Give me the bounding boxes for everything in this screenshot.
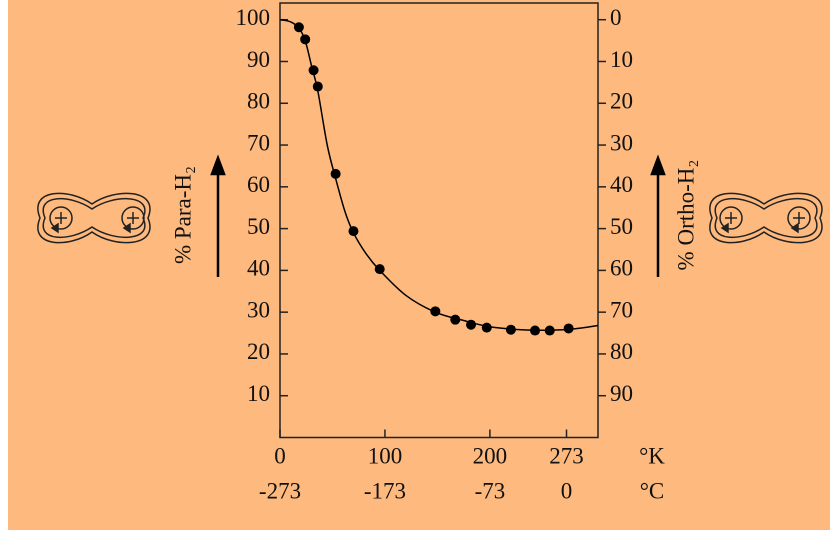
- x2-tick-label: -173: [364, 478, 406, 503]
- y-tick-label: 50: [247, 214, 270, 239]
- molecule-icon: [37, 192, 151, 244]
- y2-tick-label: 40: [610, 172, 633, 197]
- x-tick-label: 0: [274, 443, 286, 468]
- molecule-icon: [709, 192, 823, 244]
- y-tick-label: 70: [247, 130, 270, 155]
- y2-tick-label: 0: [610, 5, 622, 30]
- x2-tick-label: -73: [475, 478, 506, 503]
- y-tick-label: 20: [247, 339, 270, 364]
- y2-axis-title: % Ortho-H₂: [673, 160, 698, 271]
- x2-tick-label: 0: [561, 478, 573, 503]
- data-point: [481, 322, 492, 333]
- x-tick-label: 200: [473, 443, 508, 468]
- data-point: [430, 306, 441, 317]
- x-axis-title: °K: [639, 443, 665, 468]
- data-point: [300, 34, 311, 45]
- data-point: [330, 168, 341, 179]
- data-point: [293, 22, 304, 33]
- data-point: [374, 264, 385, 275]
- data-point: [563, 323, 574, 334]
- x-tick-label: 100: [368, 443, 403, 468]
- y-tick-label: 30: [247, 297, 270, 322]
- y2-tick-label: 80: [610, 339, 633, 364]
- y2-tick-label: 60: [610, 256, 633, 281]
- y2-tick-label: 50: [610, 214, 633, 239]
- data-point: [466, 319, 477, 330]
- data-point: [348, 226, 359, 237]
- x2-tick-label: -273: [259, 478, 301, 503]
- data-point: [312, 81, 323, 92]
- arrows: [210, 154, 666, 277]
- y-tick-label: 100: [236, 5, 271, 30]
- y2-tick-label: 10: [610, 47, 633, 72]
- y2-tick-label: 90: [610, 381, 633, 406]
- x-tick-label: 273: [549, 443, 584, 468]
- background: [8, 0, 830, 530]
- y-tick-label: 80: [247, 89, 270, 114]
- y-tick-label: 10: [247, 381, 270, 406]
- y-tick-label: 90: [247, 47, 270, 72]
- y2-tick-label: 20: [610, 89, 633, 114]
- frame: [279, 2, 599, 439]
- y-tick-label: 60: [247, 172, 270, 197]
- data-point: [505, 324, 516, 335]
- y2-tick-label: 70: [610, 297, 633, 322]
- data-point: [308, 65, 319, 76]
- data-point: [450, 314, 461, 325]
- x2-axis-title: °C: [640, 478, 665, 503]
- data-point: [544, 325, 555, 336]
- y-tick-label: 40: [247, 256, 270, 281]
- y-axis-title: % Para-H₂: [170, 166, 195, 264]
- data-point: [530, 325, 541, 336]
- y2-tick-label: 30: [610, 130, 633, 155]
